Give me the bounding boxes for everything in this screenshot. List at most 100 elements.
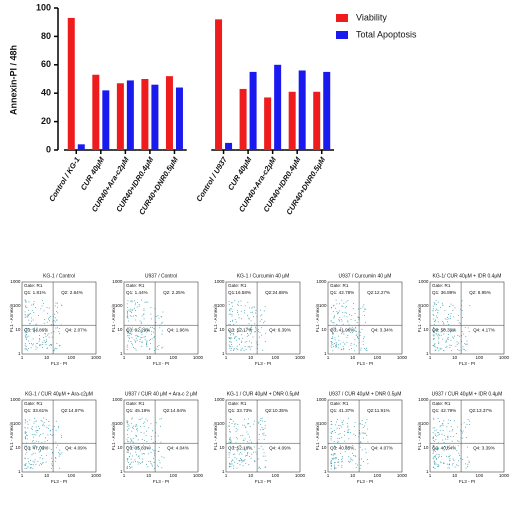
- scatter-dot: [228, 329, 230, 331]
- scatter-dot: [230, 441, 232, 443]
- y-tick-label: 100: [36, 2, 51, 12]
- scatter-dot: [262, 428, 264, 430]
- scatter-dot: [467, 419, 469, 421]
- y-tick-label: 1000: [112, 397, 123, 402]
- scatter-dot: [57, 452, 59, 454]
- scatter-dot: [357, 308, 359, 310]
- x-tick-label: 10: [248, 473, 254, 478]
- x-tick-label: 1000: [397, 473, 408, 478]
- scatter-dot: [461, 300, 463, 302]
- scatter-dot: [349, 461, 351, 463]
- quadrant-label: Q2:24.88%: [265, 290, 288, 295]
- scatter-dot: [339, 427, 341, 429]
- scatter-dot: [29, 323, 31, 325]
- scatter-dot: [450, 344, 452, 346]
- scatter-dot: [46, 426, 48, 428]
- scatter-dot: [54, 313, 56, 315]
- scatter-dot: [363, 460, 365, 462]
- scatter-dot: [442, 439, 444, 441]
- scatter-dot: [228, 456, 230, 458]
- scatter-dot: [228, 429, 230, 431]
- scatter-dot: [249, 328, 251, 330]
- scatter-dot: [139, 327, 141, 329]
- scatter-dot: [159, 462, 161, 464]
- scatter-dot: [435, 459, 437, 461]
- scatter-dot: [332, 350, 334, 352]
- scatter-dot: [146, 341, 148, 343]
- scatter-dot: [55, 457, 57, 459]
- scatter-dot: [445, 341, 447, 343]
- y-tick-label: 80: [41, 31, 51, 41]
- scatter-dot: [30, 347, 32, 349]
- scatter-dot: [450, 312, 452, 314]
- scatter-dot: [450, 331, 452, 333]
- scatter-dot: [24, 419, 26, 421]
- scatter-dot: [157, 315, 159, 317]
- scatter-dot: [129, 467, 131, 469]
- scatter-dot: [438, 420, 440, 422]
- scatter-dot: [229, 419, 231, 421]
- scatter-dot: [244, 459, 246, 461]
- scatter-dot: [238, 330, 240, 332]
- scatter-dot: [435, 310, 437, 312]
- scatter-dot: [448, 456, 450, 458]
- scatter-dot: [343, 330, 345, 332]
- x-tick-label: 100: [271, 355, 279, 360]
- scatter-dot: [341, 455, 343, 457]
- quadrant-label: Q2:11.91%: [367, 408, 390, 413]
- quadrant-label: Q3: 40.85%: [330, 445, 354, 450]
- scatter-dot: [339, 303, 341, 305]
- scatter-dot: [335, 344, 337, 346]
- scatter-dot: [334, 345, 336, 347]
- scatter-dot: [127, 307, 129, 309]
- x-axis-label: FL3 - PI: [357, 361, 373, 366]
- x-tick-label: 100: [475, 473, 483, 478]
- scatter-dot: [237, 303, 239, 305]
- scatter-dot: [450, 350, 452, 352]
- scatter-dot: [348, 438, 350, 440]
- scatter-dot: [51, 434, 53, 436]
- scatter-dot: [441, 456, 443, 458]
- bar: [165, 76, 173, 150]
- quadrant-label: Q1: 33.61%: [24, 408, 48, 413]
- scatter-dot: [333, 441, 335, 443]
- scatter-dot: [466, 424, 468, 426]
- scatter-dot: [133, 329, 135, 331]
- scatter-dot: [146, 340, 148, 342]
- scatter-dot: [350, 460, 352, 462]
- scatter-dot: [135, 341, 137, 343]
- scatter-dot: [45, 341, 47, 343]
- scatter-dot: [24, 301, 26, 303]
- scatter-dot: [247, 418, 249, 420]
- scatter-dot: [149, 338, 151, 340]
- scatter-dot: [458, 314, 460, 316]
- scatter-dot: [359, 334, 361, 336]
- scatter-dot: [36, 429, 38, 431]
- scatter-dot: [243, 440, 245, 442]
- scatter-dot: [126, 344, 128, 346]
- scatter-dot: [53, 350, 55, 352]
- scatter-dot: [33, 301, 35, 303]
- scatter-dot: [40, 344, 42, 346]
- scatter-dot: [433, 466, 435, 468]
- panel-title: U937 / CUR 40 μM + Ara-c 2 μM: [125, 391, 197, 397]
- quadrant-label: Q4: 2.07%: [65, 327, 87, 332]
- scatter-dot: [432, 310, 434, 312]
- scatter-dot: [360, 442, 362, 444]
- scatter-dot: [452, 304, 454, 306]
- scatter-dot: [55, 327, 57, 329]
- scatter-dot: [264, 425, 266, 427]
- scatter-dot: [127, 327, 129, 329]
- scatter-dot: [35, 446, 37, 448]
- scatter-dot: [161, 333, 163, 335]
- scatter-dot: [46, 348, 48, 350]
- scatter-dot: [432, 308, 434, 310]
- scatter-dot: [438, 465, 440, 467]
- y-axis-label: FL1 - Annexin: [9, 303, 14, 332]
- scatter-dot: [446, 449, 448, 451]
- scatter-dot: [230, 439, 232, 441]
- x-tick-label: 10: [146, 355, 152, 360]
- scatter-dot: [437, 328, 439, 330]
- scatter-dot: [332, 322, 334, 324]
- plot-frame: [429, 399, 505, 473]
